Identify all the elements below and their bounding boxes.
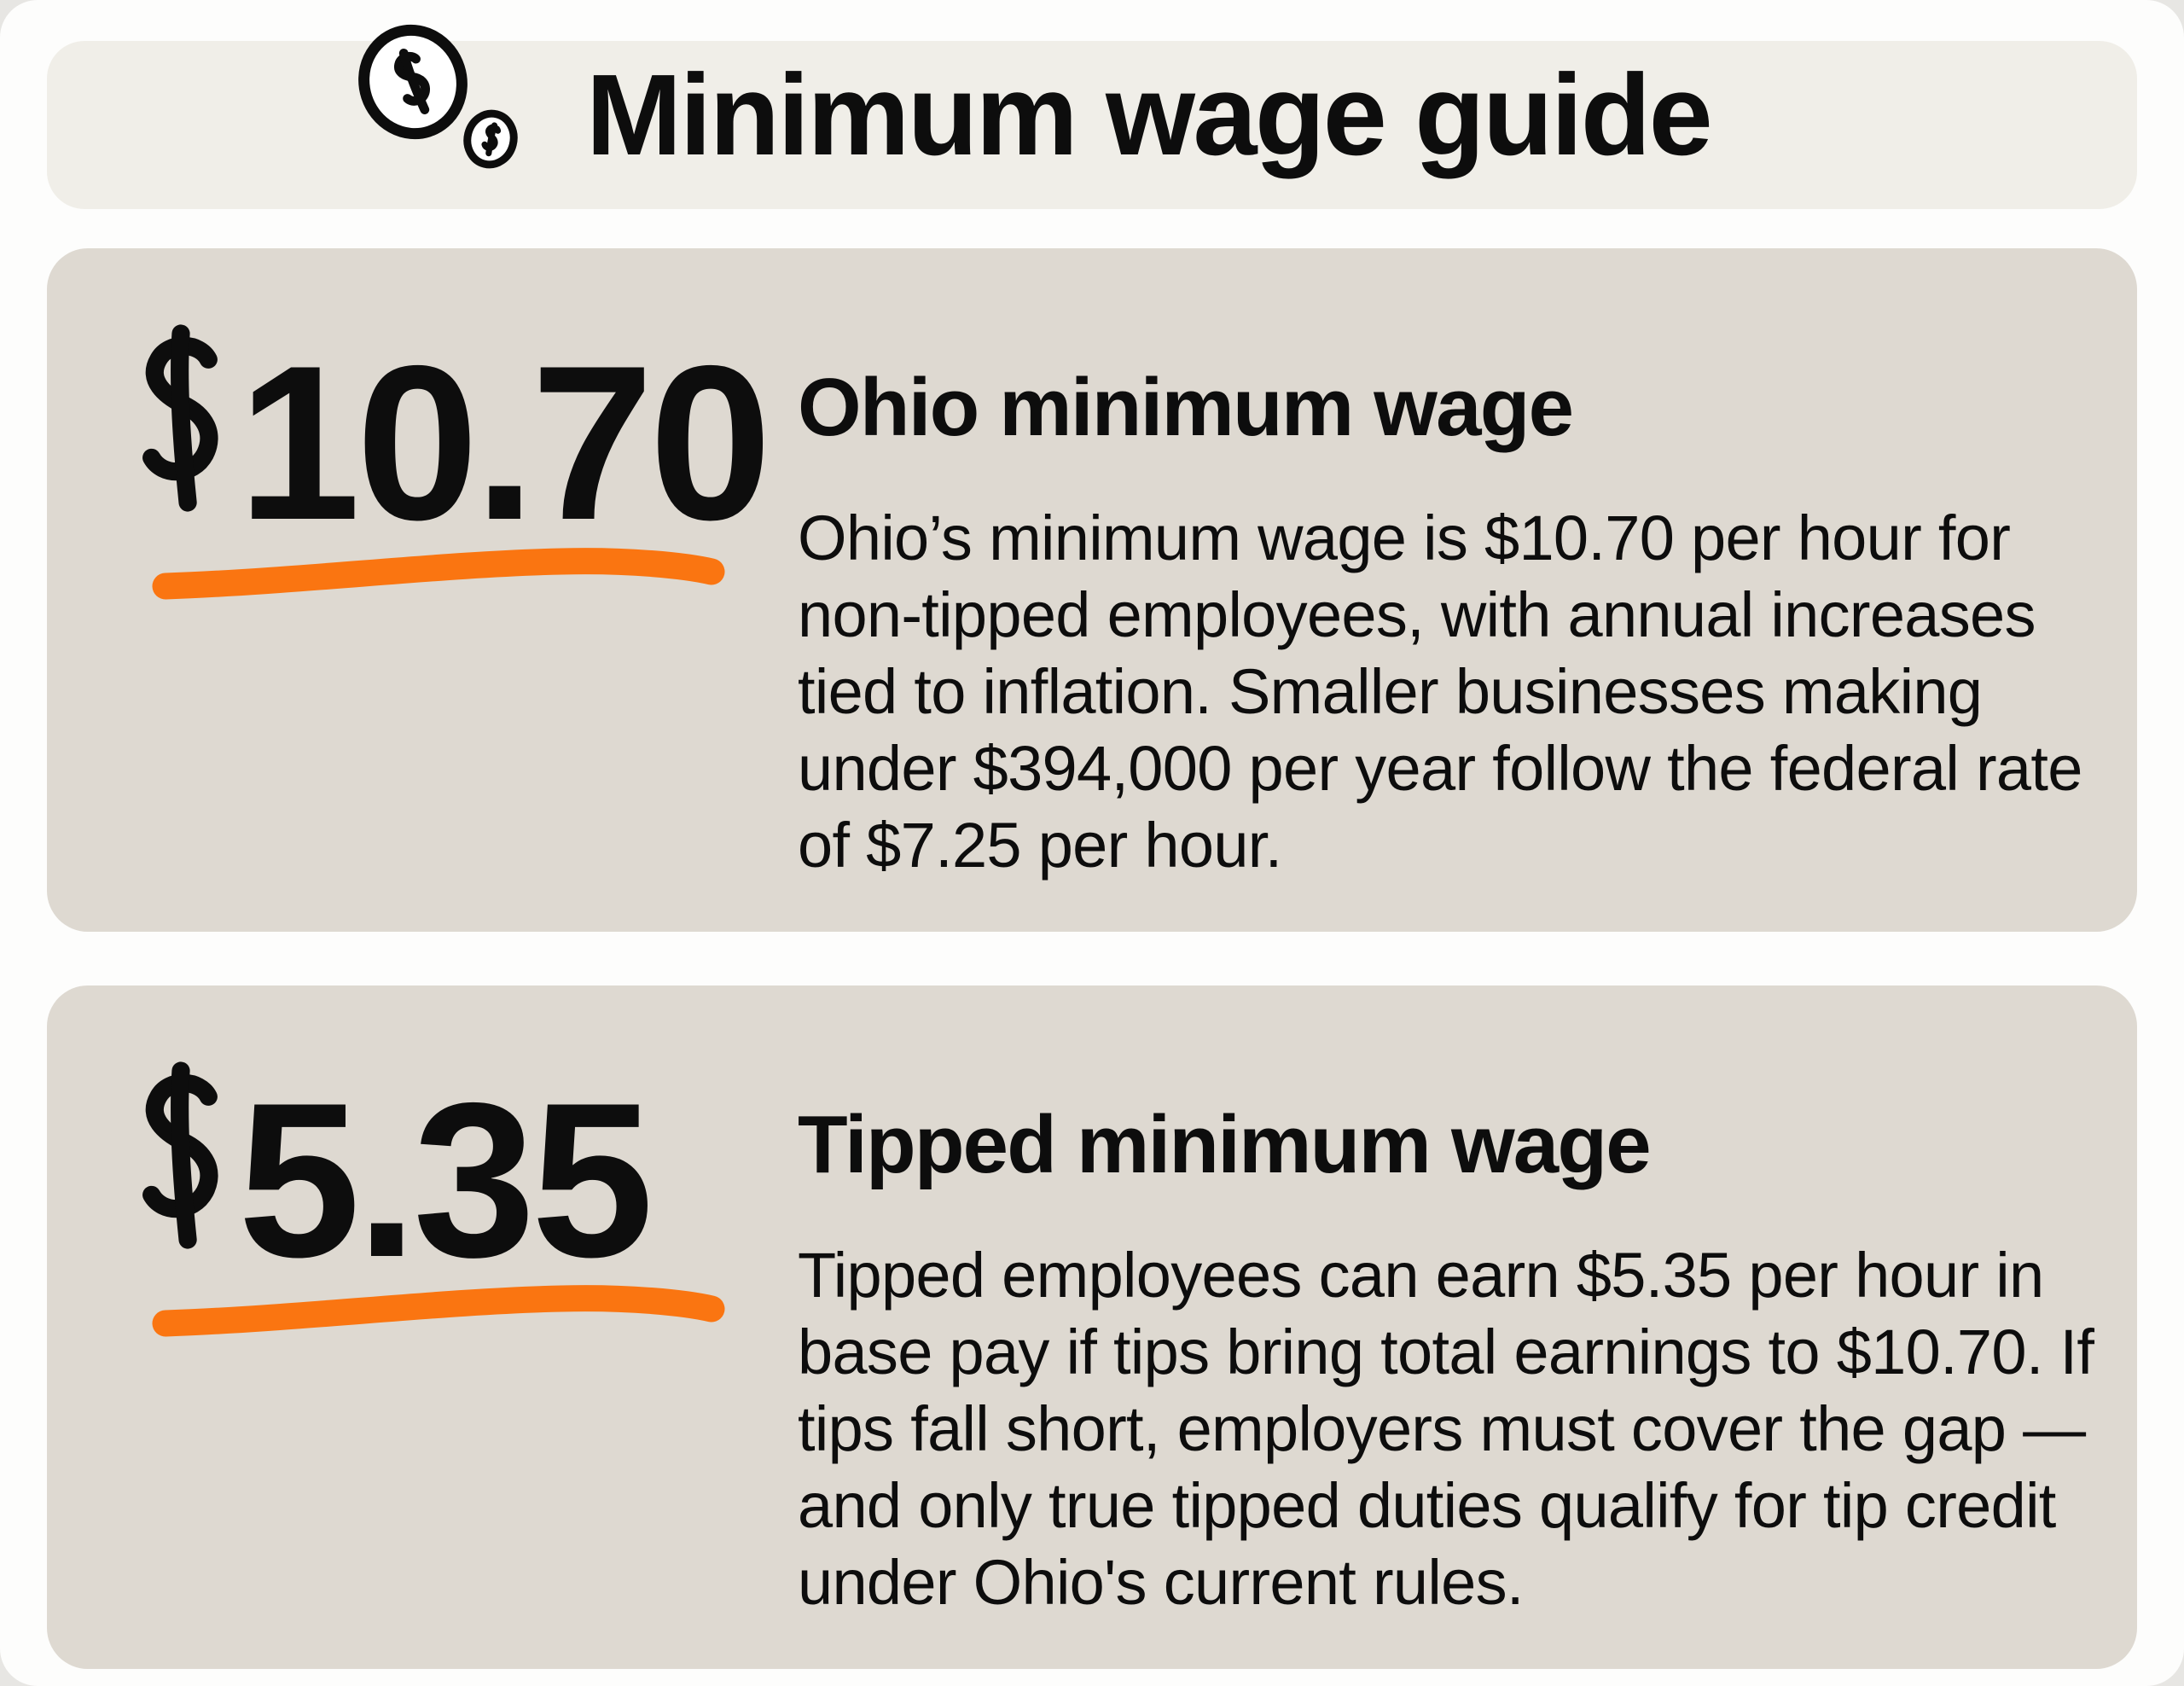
dollar-coins-icon (358, 24, 518, 169)
card-text: Ohio minimum wage Ohio’s minimum wage is… (798, 248, 2116, 884)
card-tipped-minimum-wage: 5.35 Tipped minimum wage Tipped employee… (47, 985, 2137, 1669)
amount-value: 5.35 (238, 1056, 653, 1303)
amount-value: 10.70 (238, 319, 772, 566)
orange-underline (152, 1285, 725, 1337)
card-body: Tipped employees can earn $5.35 per hour… (798, 1240, 2094, 1618)
card-ohio-minimum-wage: 10.70 Ohio minimum wage Ohio’s minimum w… (47, 248, 2137, 932)
dollar-sign-icon (142, 324, 218, 512)
dollar-sign-icon (142, 1061, 218, 1249)
page-title: Minimum wage guide (585, 50, 1713, 179)
amount-block: 5.35 (47, 985, 798, 1669)
card-text: Tipped minimum wage Tipped employees can… (798, 985, 2116, 1621)
card-heading: Tipped minimum wage (798, 1099, 1652, 1190)
card-body: Ohio’s minimum wage is $10.70 per hour f… (798, 503, 2082, 881)
amount-block: 10.70 (47, 248, 798, 932)
header-banner: Minimum wage guide (47, 24, 2137, 209)
orange-underline (152, 548, 725, 600)
card-heading: Ohio minimum wage (798, 362, 1574, 453)
